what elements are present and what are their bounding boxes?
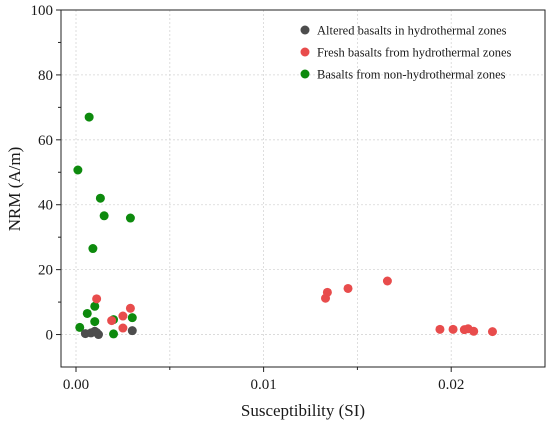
- legend-label: Fresh basalts from hydrothermal zones: [317, 46, 512, 60]
- y-tick-label: 20: [38, 263, 53, 279]
- data-point: [99, 211, 109, 221]
- data-point: [127, 326, 137, 336]
- data-point: [343, 283, 353, 293]
- data-points: [73, 112, 497, 340]
- legend: Altered basalts in hydrothermal zones Fre…: [300, 24, 512, 82]
- y-axis-title: NRM (A/m): [5, 147, 24, 232]
- data-point: [92, 328, 102, 338]
- data-point: [322, 287, 332, 297]
- data-point: [90, 317, 100, 327]
- y-tick-label: 100: [31, 3, 54, 19]
- y-tick-label: 40: [38, 198, 53, 214]
- data-point: [95, 193, 105, 203]
- data-point: [75, 322, 85, 332]
- legend-marker: [300, 69, 310, 79]
- data-point: [73, 165, 83, 175]
- data-point: [448, 324, 458, 334]
- legend-marker: [300, 25, 310, 35]
- data-point: [435, 324, 445, 334]
- data-point: [84, 112, 94, 122]
- legend-marker: [300, 47, 310, 57]
- data-point: [469, 326, 479, 336]
- x-tick-label: 0.02: [438, 377, 464, 393]
- x-tick-label: 0.01: [250, 377, 276, 393]
- plot-frame: [60, 9, 546, 368]
- x-tick-label: 0.00: [63, 377, 89, 393]
- legend-label: Basalts from non-hydrothermal zones: [317, 68, 506, 82]
- data-point: [82, 308, 92, 318]
- data-point: [118, 311, 128, 321]
- x-axis-title: Susceptibility (SI): [241, 401, 365, 420]
- y-tick-label: 60: [38, 133, 53, 149]
- y-tick-label: 0: [46, 328, 54, 344]
- data-point: [88, 244, 98, 254]
- data-point: [107, 316, 117, 326]
- data-point: [125, 303, 135, 313]
- data-point: [127, 313, 137, 323]
- data-point: [118, 323, 128, 333]
- axis-ticks: 0 20 40 60 80 100 0.00 0.01 0.02: [31, 3, 465, 393]
- y-tick-label: 80: [38, 68, 53, 84]
- data-point: [382, 276, 392, 286]
- data-point: [125, 213, 135, 223]
- data-point: [109, 329, 119, 339]
- data-point: [487, 327, 497, 337]
- data-point: [90, 301, 100, 311]
- legend-label: Altered basalts in hydrothermal zones: [317, 24, 507, 38]
- data-point: [92, 294, 102, 304]
